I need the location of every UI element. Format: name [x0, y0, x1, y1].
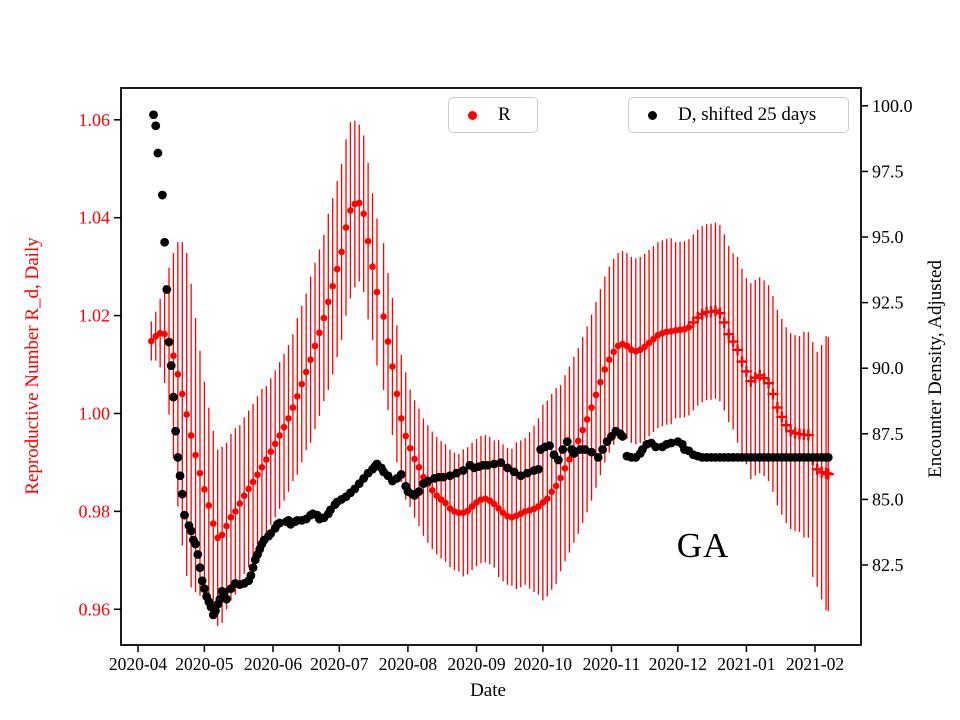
svg-text:90.0: 90.0	[872, 358, 904, 378]
svg-text:1.02: 1.02	[79, 306, 111, 326]
svg-text:95.0: 95.0	[872, 227, 904, 247]
legend-r-dot-icon	[468, 110, 477, 120]
svg-text:2020-08: 2020-08	[379, 654, 438, 674]
svg-text:2021-02: 2021-02	[786, 654, 844, 674]
svg-text:2020-11: 2020-11	[583, 654, 641, 674]
svg-text:82.5: 82.5	[872, 555, 904, 575]
svg-text:92.5: 92.5	[872, 293, 904, 313]
svg-text:97.5: 97.5	[872, 161, 904, 181]
svg-text:1.00: 1.00	[79, 403, 111, 423]
svg-text:0.98: 0.98	[79, 501, 111, 521]
svg-text:100.0: 100.0	[872, 96, 913, 116]
left-y-axis-label: Reproductive Number R_d, Daily	[22, 237, 43, 495]
svg-text:2020-04: 2020-04	[109, 654, 168, 674]
right-y-axis-label: Encounter Density, Adjusted	[925, 260, 946, 478]
svg-text:2020-12: 2020-12	[649, 654, 707, 674]
svg-text:1.06: 1.06	[79, 110, 111, 130]
svg-text:0.96: 0.96	[79, 599, 111, 619]
x-axis-label: Date	[470, 680, 506, 701]
legend-d-label: D, shifted 25 days	[678, 104, 817, 125]
svg-text:2021-01: 2021-01	[717, 654, 775, 674]
svg-text:2020-07: 2020-07	[310, 654, 369, 674]
legend-r-label: R	[498, 104, 511, 125]
svg-text:2020-10: 2020-10	[514, 654, 573, 674]
svg-text:2020-05: 2020-05	[175, 654, 234, 674]
legend-r: R	[448, 97, 538, 133]
legend-d: D, shifted 25 days	[628, 97, 849, 133]
svg-text:85.0: 85.0	[872, 489, 904, 509]
svg-text:2020-09: 2020-09	[447, 654, 506, 674]
legend-d-dot-icon	[648, 110, 657, 120]
svg-text:87.5: 87.5	[872, 424, 904, 444]
svg-text:1.04: 1.04	[79, 208, 111, 228]
svg-text:2020-06: 2020-06	[244, 654, 303, 674]
state-annotation: GA	[676, 526, 730, 565]
